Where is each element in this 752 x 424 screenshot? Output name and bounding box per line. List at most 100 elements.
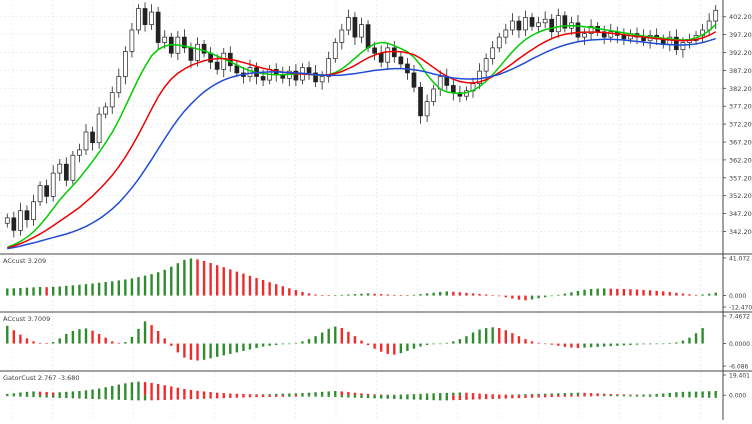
bull-candle <box>523 17 528 31</box>
gator-bar-down <box>386 395 389 399</box>
histogram-bar-down <box>681 293 685 296</box>
bull-candle <box>490 47 496 59</box>
histogram-bar-up <box>439 291 442 296</box>
histogram-bar-up <box>78 284 81 296</box>
gator-bar-down <box>412 395 416 400</box>
gator-bar-up <box>386 394 389 396</box>
bull-candle <box>424 101 430 117</box>
gator-bar-down <box>511 395 514 399</box>
gator-bar-down <box>471 395 475 400</box>
histogram-bar-up <box>537 295 540 299</box>
histogram-bar-up <box>491 327 494 344</box>
bear-candle <box>214 61 220 70</box>
histogram-bar-down <box>12 330 16 344</box>
gator-bar-down <box>366 395 370 399</box>
gator-bar-down <box>399 395 403 400</box>
gator-bar-up <box>6 393 9 396</box>
histogram-bar-up <box>294 342 298 344</box>
histogram-bar-up <box>445 342 448 344</box>
bull-candle <box>326 58 332 77</box>
bear-candle <box>201 43 207 54</box>
histogram-bar-down <box>648 290 652 296</box>
gator-bar-down <box>425 395 429 400</box>
gator-bar-down <box>629 395 632 397</box>
bull-candle <box>713 9 719 22</box>
histogram-bar-up <box>484 328 488 344</box>
histogram-bar-down <box>563 343 567 347</box>
gator-bar-down <box>576 395 580 397</box>
histogram-bar-down <box>393 294 396 296</box>
gator-bar-down <box>143 395 147 401</box>
gator-bar-up <box>91 389 94 396</box>
gator-bar-up <box>294 393 298 396</box>
bull-candle <box>477 70 482 85</box>
histogram-bar-down <box>25 338 29 344</box>
gator-bar-up <box>38 391 42 396</box>
bull-candle <box>588 26 594 34</box>
histogram-bar-down <box>196 259 199 296</box>
gator-bar-up <box>557 393 560 396</box>
y-tick-label: 367.20 <box>729 138 752 146</box>
histogram-bar-up <box>662 343 665 345</box>
histogram-bar-down <box>353 336 357 344</box>
histogram-bar-up <box>629 343 632 346</box>
bull-candle <box>680 42 686 51</box>
histogram-bar-up <box>320 332 324 344</box>
gator-bar-down <box>694 395 698 398</box>
gator-bar-down <box>25 395 29 397</box>
gator-bar-up <box>124 383 127 396</box>
histogram-bar-down <box>176 343 180 353</box>
gator-bar-up <box>675 392 678 396</box>
histogram-bar-down <box>524 295 527 301</box>
bull-candle <box>496 36 502 49</box>
histogram-bar-down <box>261 280 265 296</box>
histogram-bar-down <box>498 328 501 344</box>
bear-candle <box>411 72 417 88</box>
gator-bar-up <box>327 391 330 396</box>
gator-bar-down <box>484 395 488 400</box>
gator-bar-down <box>275 395 278 397</box>
bear-candle <box>549 18 555 33</box>
gator-bar-up <box>222 393 225 396</box>
bull-candle <box>319 76 325 83</box>
gator-bar-up <box>406 394 409 396</box>
bear-candle <box>90 131 95 144</box>
histogram-bar-down <box>45 343 48 344</box>
gator-bar-down <box>261 395 265 398</box>
gator-bar-up <box>432 393 435 396</box>
histogram-bar-up <box>596 343 599 347</box>
gator-bar-up <box>688 391 691 396</box>
gator-bar-down <box>648 395 652 397</box>
histogram-bar-up <box>183 259 186 296</box>
histogram-bar-up <box>242 343 245 351</box>
bull-candle <box>109 92 115 108</box>
histogram-bar-down <box>484 294 488 296</box>
gator-bar-down <box>373 395 376 399</box>
histogram-bar-up <box>609 343 612 347</box>
bear-candle <box>621 34 627 40</box>
gator-bar-up <box>458 392 462 396</box>
histogram-bar-down <box>406 295 409 296</box>
histogram-bar-up <box>366 293 370 296</box>
gator-bar-down <box>202 395 206 399</box>
histogram-bar-up <box>124 279 127 296</box>
bull-candle <box>162 36 168 43</box>
histogram-bar-down <box>662 291 665 296</box>
histogram-bar-down <box>301 291 304 296</box>
histogram-bar-up <box>334 295 337 296</box>
gator-bar-down <box>111 395 114 400</box>
gator-bar-up <box>215 392 219 396</box>
gator-bar-down <box>130 395 134 401</box>
gator-bar-up <box>65 391 68 396</box>
y-tick-label: 392.20 <box>729 49 752 57</box>
histogram-bar-up <box>176 263 180 296</box>
histogram-bar-up <box>655 343 658 345</box>
gator-bar-up <box>379 394 383 396</box>
gator-bar-up <box>71 391 75 396</box>
gator-bar-down <box>12 395 16 397</box>
histogram-bar-down <box>386 294 389 296</box>
bear-candle <box>293 70 299 81</box>
histogram-bar-up <box>189 258 193 296</box>
histogram-bar-down <box>242 273 245 296</box>
histogram-bar-up <box>419 343 422 347</box>
